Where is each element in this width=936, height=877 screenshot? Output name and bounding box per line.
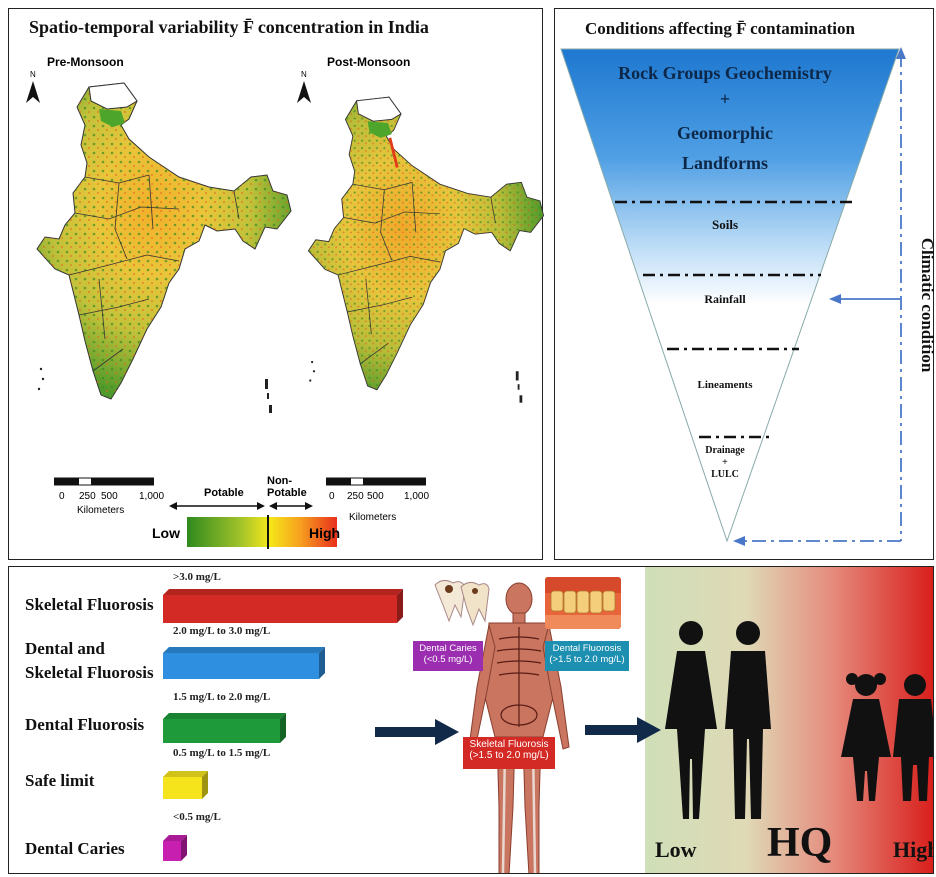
bar-range-label: 0.5 mg/L to 1.5 mg/L [173,747,271,759]
scale-bar-pre [54,477,154,486]
tag-dental-caries: Dental Caries (<0.5 mg/L) [413,641,483,671]
man-icon [725,621,771,819]
bar-front [163,719,280,743]
tag-skeletal-fluorosis: Skeletal Fluorosis (>1.5 to 2.0 mg/L) [463,737,555,769]
svg-text:N: N [301,70,307,79]
north-arrow-icon: N [297,70,311,103]
bar-1 [163,647,325,679]
right-arrow-icon [375,719,459,745]
concentration-bar-chart [163,589,403,861]
legend-potable-label: Potable [204,487,244,499]
legend-color-ramp [187,517,337,547]
layer-rock-groups: Rock Groups Geochemistry [618,63,832,83]
layer-lulc: LULC [711,469,739,480]
layer-landforms: Landforms [681,153,768,173]
legend-non-potable-label: Non- Potable [267,475,307,499]
scale-tick: 0 [329,491,335,502]
legend-arrows [169,502,313,510]
bar-front [163,653,319,679]
bar-2 [163,713,286,743]
layer-plus: + [722,457,728,468]
layer-rainfall: Rainfall [704,292,746,306]
scale-tick: 0 [59,491,65,502]
scale-tick: 1,000 [404,491,430,502]
maps-title: Spatio-temporal variability F̄ concentra… [29,17,429,37]
legend-low-label: Low [152,525,180,541]
tag-dental-fluorosis: Dental Fluorosis (>1.5 to 2.0 mg/L) [545,641,629,671]
hq-low-label: Low [655,837,697,862]
climatic-condition-label: Climatic condition [918,237,936,373]
bar-range-label: 1.5 mg/L to 2.0 mg/L [173,691,271,703]
scale-tick: 500 [367,491,384,502]
bar-side [280,713,286,743]
bar-top [163,771,208,777]
hq-label: HQ [767,820,833,866]
conditions-panel: Conditions affecting F̄ contamination [554,8,936,560]
north-arrow-icon: N [26,70,40,103]
bar-side [397,589,403,623]
bar-range-label: <0.5 mg/L [173,811,221,823]
bar-front [163,777,202,799]
layer-drainage: Drainage [705,445,745,456]
hq-high-label: High [893,837,933,862]
scale-tick: 250 [79,491,96,502]
health-panel: Skeletal Fluorosis Dental and Skeletal F… [8,566,934,874]
bar-side [181,835,187,861]
bar-top [163,835,187,841]
bar-side [319,647,325,679]
layer-soils: Soils [711,217,738,232]
bar-label: Dental and Skeletal Fluorosis [25,639,154,682]
legend-high-label: High [309,525,341,541]
woman-icon [665,621,717,819]
pre-monsoon-map [36,82,292,413]
conditions-funnel [560,47,906,546]
bar-label: Safe limit [25,771,95,790]
post-monsoon-map [307,96,545,403]
conditions-title: Conditions affecting F̄ contamination [585,19,855,38]
layer-plus: + [719,89,731,109]
bar-range-label: 2.0 mg/L to 3.0 mg/L [173,625,271,637]
legend-threshold-line [267,515,269,549]
human-skeleton-figure [468,582,570,873]
scale-tick: 500 [101,491,118,502]
bar-label: Dental Caries [25,839,125,858]
bar-side [202,771,208,799]
scale-tick: 1,000 [139,491,165,502]
bar-3 [163,771,208,799]
girl-icon [841,673,891,801]
tooth-fluorosis-image [545,577,621,629]
maps-panel: Spatio-temporal variability F̄ concentra… [8,8,545,560]
bar-label: Dental Fluorosis [25,715,145,734]
post-monsoon-label: Post-Monsoon [327,55,411,69]
scale-unit: Kilometers [77,505,125,516]
boy-icon [893,674,933,801]
svg-text:N: N [30,70,36,79]
right-arrow-icon [585,717,661,743]
tooth-caries-icon [434,579,490,627]
bar-front [163,841,181,861]
bar-front [163,595,397,623]
bar-0 [163,589,403,623]
bar-4 [163,835,187,861]
layer-lineaments: Lineaments [697,379,753,391]
bar-top [163,647,325,653]
bar-top [163,589,403,595]
bar-range-label: >3.0 mg/L [173,571,221,583]
bar-label: Skeletal Fluorosis [25,595,154,614]
bar-top [163,713,286,719]
layer-geomorphic: Geomorphic [677,123,773,143]
scale-tick: 250 [347,491,364,502]
scale-unit: Kilometers [349,512,397,523]
scale-bar-post [326,477,426,486]
pre-monsoon-label: Pre-Monsoon [47,55,124,69]
